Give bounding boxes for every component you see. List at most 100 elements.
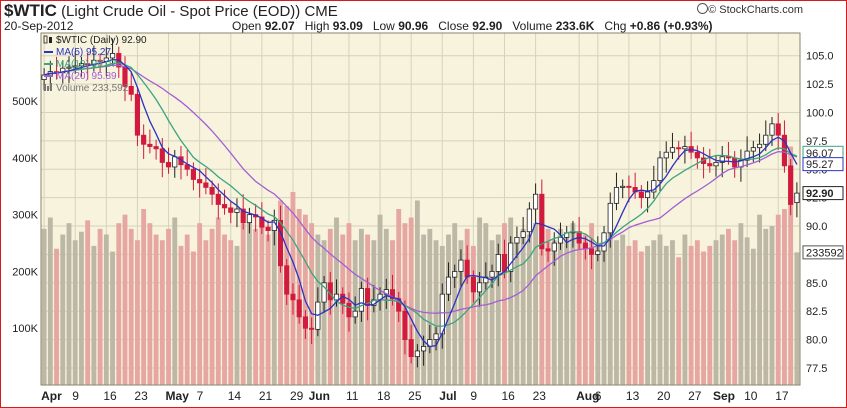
candle-body [309, 327, 315, 330]
volume-bar [209, 228, 215, 385]
candle-body [402, 310, 408, 340]
volume-bar [116, 223, 122, 385]
date-tick-label: 16 [501, 389, 515, 403]
volume-bar [135, 240, 140, 385]
volume-bar [464, 228, 470, 385]
low-value: 90.96 [398, 19, 429, 33]
date-tick-label: 25 [408, 389, 422, 403]
candle-body [352, 310, 358, 318]
candle-body [445, 276, 452, 295]
volume-bar [576, 240, 582, 385]
candle-body [421, 345, 427, 352]
price-tick-label: 85.0 [806, 278, 827, 290]
candle-body [72, 65, 78, 68]
instrument-name: (Light Crude Oil - Spot Price (EOD)) [61, 3, 301, 20]
date-tick-label: 29 [290, 389, 304, 403]
last-price-badge-box [802, 186, 844, 201]
volume-bar [607, 228, 613, 385]
stockcharts-logo[interactable]: © StockCharts.com [697, 3, 803, 16]
candle-body [514, 236, 520, 244]
date-tick-label: Apr [41, 389, 62, 403]
date-tick-label: 9 [470, 389, 477, 403]
candle-body [147, 143, 153, 147]
candle-body [769, 123, 775, 136]
volume-legend-icon [50, 83, 52, 91]
volume-bar [228, 240, 234, 385]
candle-body [520, 231, 526, 238]
ma10-badge: 96.07 [806, 148, 834, 160]
legend-entry: MA(20) 95.89 [56, 71, 117, 82]
candle-body [414, 350, 420, 358]
candle-body [165, 162, 172, 168]
ma5-badge: 95.27 [806, 159, 834, 171]
candle-body [172, 156, 178, 168]
low-label: Low [372, 19, 395, 33]
volume-bar [551, 240, 557, 385]
ma5-badge-box [802, 157, 844, 172]
date-tick-label: 10 [744, 389, 758, 403]
date-tick-label: 17 [775, 389, 789, 403]
price-tick-label: 82.5 [806, 306, 827, 318]
candle-body [539, 193, 545, 250]
close-value: 92.90 [472, 19, 503, 33]
candle-body [707, 163, 713, 167]
stockcharts-logo-icon [697, 3, 709, 14]
candle-body [551, 242, 557, 252]
volume-tick-label: 500K [12, 96, 38, 108]
volume-bar [234, 245, 240, 385]
candle-body [159, 148, 165, 163]
volume-bar [614, 240, 619, 385]
volume-bar [694, 240, 700, 385]
price-tick-label: 97.5 [806, 136, 827, 148]
volume-bar [539, 211, 545, 385]
volume-bar [676, 257, 682, 385]
candle-body [203, 182, 209, 188]
legend-entry: Volume 233,592 [56, 83, 129, 94]
candle-body [669, 147, 676, 153]
volume-bar [122, 214, 128, 385]
volume-bar [514, 240, 520, 385]
date-tick-label: Jun [309, 389, 330, 403]
volume-tick-label: 200K [12, 266, 38, 278]
legend-entry: MA(10) 96.07 [56, 59, 117, 70]
volume-bar [60, 234, 66, 385]
date-tick-label: 13 [626, 389, 640, 403]
volume-bar [750, 248, 756, 385]
volume-bar [421, 234, 427, 385]
candle-body [794, 192, 800, 203]
date-tick-label: Aug [576, 389, 599, 403]
candle-body [464, 259, 470, 278]
candle-body [607, 202, 613, 234]
volume-bar [545, 228, 551, 385]
volume-bar [41, 228, 47, 385]
volume-bar [91, 245, 97, 385]
open-label: Open [232, 19, 262, 33]
chg-label: Chg [604, 19, 627, 33]
volume-bar [414, 200, 420, 385]
volume-bar [278, 200, 283, 385]
volume-bar [203, 240, 209, 385]
candle-body [620, 185, 626, 188]
volume-bar [47, 217, 53, 385]
ma20-line [43, 64, 798, 314]
price-tick-label: 102.5 [806, 79, 834, 91]
volume-bar [159, 240, 165, 385]
volume-bar [197, 223, 203, 385]
candle-body [321, 282, 327, 303]
date-tick-label: 6 [595, 389, 602, 403]
candle-body [589, 248, 595, 255]
candle-body [533, 193, 539, 210]
volume-bar [645, 245, 651, 385]
candle-body [750, 147, 756, 152]
volume-bar [103, 234, 109, 385]
volume-bar [110, 251, 115, 385]
volume-bar [782, 209, 787, 385]
candle-body [470, 276, 476, 293]
volume-bar [582, 234, 588, 385]
volume-bar [153, 234, 159, 385]
candle-body [234, 208, 240, 213]
date-tick-label: May [166, 389, 190, 403]
date-tick-label: 14 [228, 389, 242, 403]
chart-title: $WTIC (Light Crude Oil - Spot Price (EOD… [4, 1, 338, 21]
ma10-line [43, 62, 798, 327]
